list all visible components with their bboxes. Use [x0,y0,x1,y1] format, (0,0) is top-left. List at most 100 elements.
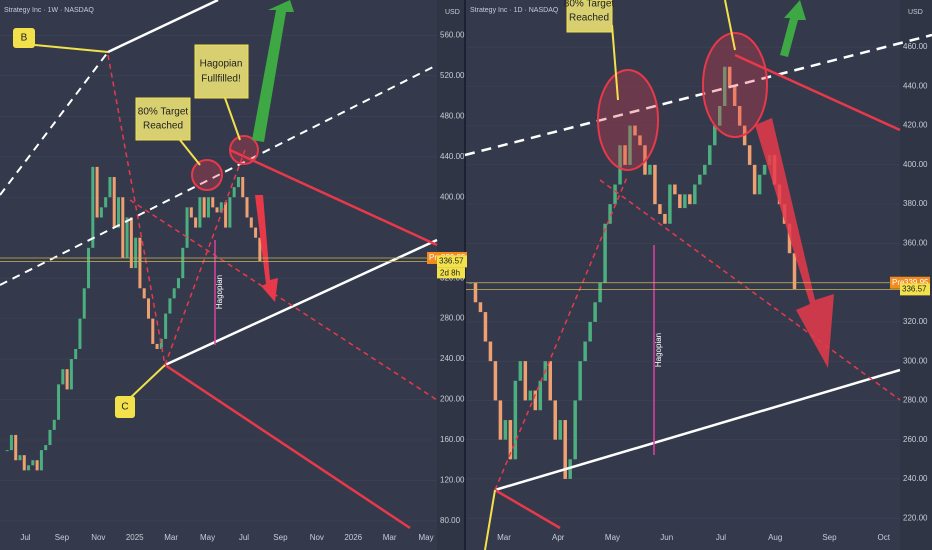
candle [573,400,577,460]
countdown: 2d 8h [440,269,460,278]
y-tick-label: 420.00 [903,121,928,130]
y-tick-label: 320.00 [903,317,928,326]
candle [236,177,240,188]
candle [583,341,587,362]
right-price-axis [900,0,932,550]
candle [483,312,488,342]
candle [498,400,503,440]
candle [202,197,206,218]
label-c: C [121,402,128,413]
x-tick-label: Jun [660,533,673,542]
y-tick-label: 300.00 [903,356,928,365]
candle [185,207,189,248]
y-tick-label: 560.00 [440,31,465,40]
candle [503,420,508,440]
candle [228,197,232,228]
candle [104,197,108,208]
label-b: B [21,33,28,44]
candle [189,207,193,218]
candle [215,207,219,213]
candle [693,184,697,205]
y-tick-label: 200.00 [440,395,465,404]
candle [181,247,185,279]
candle [638,135,642,146]
candle [134,237,138,269]
callout: Reached [569,13,609,24]
currency: USD [908,9,923,16]
candle [78,318,82,349]
candle [548,361,552,401]
candle [603,223,607,283]
candle [35,460,39,471]
candle [206,197,210,218]
candle [717,105,722,126]
candle [653,164,657,205]
candle [82,288,86,319]
x-tick-label: 2025 [126,533,144,542]
candle [65,369,69,390]
y-tick-label: 240.00 [440,354,465,363]
candle [628,125,632,165]
candle [563,420,567,479]
x-tick-label: May [200,533,215,542]
candle [9,434,13,451]
candle [608,204,612,224]
candle [44,445,48,451]
x-tick-label: Apr [552,533,565,542]
callout: Fullfilled! [201,74,240,85]
candle [523,361,528,401]
y-tick-label: 520.00 [440,71,465,80]
candle [14,434,18,461]
pre-label: Pre [892,278,905,287]
candle [74,348,78,360]
candle [112,177,116,228]
candle [151,318,155,344]
candle [31,460,35,466]
candle [172,288,176,299]
candle [508,420,513,460]
candle [258,237,262,262]
y-tick-label: 260.00 [903,435,928,444]
candle [5,450,9,452]
candle [176,278,180,289]
x-tick-label: Mar [383,533,397,542]
callout: 80% Target [138,107,189,118]
y-tick-label: 400.00 [440,192,465,201]
x-tick-label: Mar [164,533,178,542]
candle [623,145,627,165]
last-price: 336.57 [902,284,927,293]
candle [241,177,245,198]
y-tick-label: 440.00 [903,81,928,90]
price-badge [437,255,467,268]
candle [164,313,168,339]
candle [633,125,637,136]
y-tick-label: 80.00 [440,516,461,525]
candle [613,184,617,205]
candle [578,361,582,401]
candle [762,164,767,175]
price-badge [900,283,930,296]
x-tick-label: Nov [310,533,324,542]
x-tick-label: Nov [91,533,105,542]
y-tick-label: 460.00 [903,42,928,51]
candle [18,455,22,461]
candle [48,429,52,446]
y-tick-label: 120.00 [440,476,465,485]
candle [39,450,43,471]
candle [57,384,61,420]
candle [713,125,717,146]
candle [668,184,672,224]
candle [249,217,253,228]
pre-price: 339.95 [904,278,929,287]
x-tick-label: Sep [822,533,837,542]
candle [598,282,602,303]
candle [678,194,682,209]
y-tick-label: 240.00 [903,474,928,483]
candle [27,465,31,471]
candle [752,164,757,195]
candle [194,217,198,228]
candle [468,282,473,284]
candle [533,390,538,411]
callout: Reached [143,121,183,132]
candle [727,66,732,87]
